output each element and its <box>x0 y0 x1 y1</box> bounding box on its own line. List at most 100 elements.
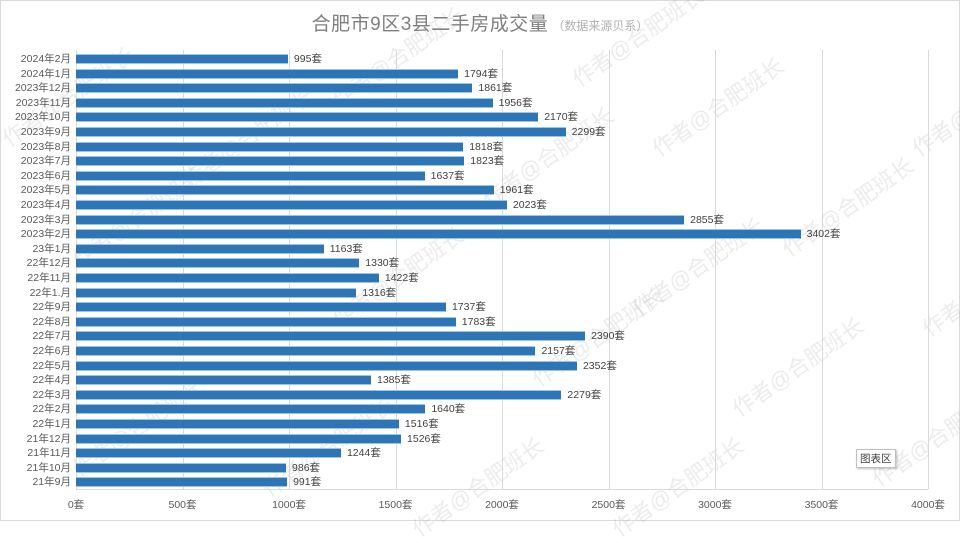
data-label: 2855套 <box>690 213 724 226</box>
category-label: 22年6月 <box>32 345 71 357</box>
data-label: 1316套 <box>362 286 397 299</box>
data-label: 986套 <box>292 461 321 474</box>
data-bar[interactable] <box>76 346 536 356</box>
data-bar[interactable] <box>76 200 507 210</box>
category-label: 22年4月 <box>32 374 71 387</box>
data-bar[interactable] <box>76 83 473 94</box>
category-label: 21年12月 <box>26 432 71 445</box>
category-label: 2023年4月 <box>20 199 71 211</box>
data-bar[interactable] <box>76 404 426 415</box>
data-bar[interactable] <box>76 331 586 342</box>
data-label: 2023套 <box>512 199 547 211</box>
category-label: 2023年8月 <box>20 140 71 153</box>
data-bar[interactable] <box>76 462 287 473</box>
data-bar[interactable] <box>76 302 446 313</box>
x-tick-label: 2000套 <box>485 499 519 511</box>
category-label: 22年7月 <box>32 330 71 343</box>
category-label: 2023年2月 <box>20 228 71 241</box>
category-label: 2023年7月 <box>20 155 71 168</box>
chart-title: 合肥市9区3县二手房成交量 <box>311 14 549 35</box>
data-label: 1961套 <box>499 184 534 197</box>
plot-area[interactable] <box>76 50 929 489</box>
data-label: 2352套 <box>582 359 617 372</box>
data-label: 2170套 <box>544 111 579 124</box>
chart-title-block: 合肥市9区3县二手房成交量 （数据来源贝系） <box>0 9 960 36</box>
category-label: 22年1.月 <box>29 286 71 299</box>
x-tick-label: 1000套 <box>272 499 306 511</box>
data-label: 1794套 <box>464 67 498 80</box>
x-axis-line <box>76 489 928 490</box>
data-label: 1330套 <box>365 257 400 270</box>
category-label: 22年12月 <box>26 257 71 270</box>
data-bar[interactable] <box>76 273 379 283</box>
category-label: 21年10月 <box>26 461 71 474</box>
data-bar[interactable] <box>76 68 459 79</box>
category-label: 22年5月 <box>32 359 71 372</box>
category-label: 22年3月 <box>32 388 71 401</box>
gridline <box>182 50 184 489</box>
data-bar[interactable] <box>76 54 288 64</box>
category-label: 22年8月 <box>32 315 71 328</box>
data-label: 1861套 <box>478 82 513 95</box>
data-bar[interactable] <box>76 419 399 429</box>
gridline <box>502 50 503 489</box>
category-label: 2023年5月 <box>20 184 71 197</box>
data-bar[interactable] <box>76 243 324 254</box>
data-label: 2299套 <box>571 126 606 138</box>
data-label: 2390套 <box>591 330 625 343</box>
data-bar[interactable] <box>76 229 801 240</box>
data-bar[interactable] <box>76 170 425 181</box>
gridline <box>76 50 77 489</box>
data-bar[interactable] <box>76 112 539 123</box>
data-bar[interactable] <box>76 316 456 327</box>
data-bar[interactable] <box>76 433 402 444</box>
data-label: 1823套 <box>470 155 505 168</box>
data-label: 1818套 <box>469 140 504 153</box>
category-label: 22年2月 <box>32 403 71 416</box>
data-bar[interactable] <box>76 448 341 459</box>
gridline <box>289 50 290 489</box>
category-label: 2023年10月 <box>14 111 71 124</box>
data-bar[interactable] <box>76 258 360 269</box>
x-tick-label: 2500套 <box>591 499 626 511</box>
category-label: 2024年1月 <box>20 67 71 80</box>
data-bar[interactable] <box>76 156 465 167</box>
data-bar[interactable] <box>76 389 562 400</box>
data-bar[interactable] <box>76 360 577 371</box>
data-label: 1640套 <box>431 403 466 416</box>
data-label: 1526套 <box>407 432 441 445</box>
category-label: 2023年11月 <box>15 96 71 109</box>
x-tick-label: 3000套 <box>698 499 732 511</box>
category-label: 23年1月 <box>32 242 71 255</box>
data-label: 1737套 <box>451 301 486 314</box>
category-label: 22年9月 <box>32 301 71 314</box>
data-label: 1385套 <box>377 374 411 387</box>
data-label: 1956套 <box>498 96 533 109</box>
data-bar[interactable] <box>76 287 357 298</box>
x-tick-label: 1500套 <box>378 499 413 511</box>
data-bar[interactable] <box>76 214 685 225</box>
x-tick-label: 500套 <box>168 499 197 511</box>
gridline <box>928 50 929 489</box>
category-label: 2023年6月 <box>20 169 71 182</box>
data-bar[interactable] <box>76 477 288 488</box>
category-label: 21年11月 <box>27 447 71 460</box>
data-label: 1244套 <box>346 447 381 460</box>
data-bar[interactable] <box>76 375 371 386</box>
category-label: 2024年2月 <box>20 53 71 65</box>
category-label: 21年9月 <box>32 476 71 489</box>
x-tick-label: 0套 <box>67 499 85 511</box>
data-label: 1163套 <box>329 242 363 255</box>
x-tick-label: 4000套 <box>911 499 945 511</box>
gridline <box>608 50 610 489</box>
gridline <box>821 50 823 489</box>
data-bar[interactable] <box>76 141 464 152</box>
x-tick-label: 3500套 <box>804 499 839 511</box>
data-bar[interactable] <box>76 97 493 108</box>
category-label: 2023年9月 <box>20 126 71 138</box>
data-label: 991套 <box>293 476 322 489</box>
data-bar[interactable] <box>76 185 494 196</box>
data-bar[interactable] <box>76 127 566 137</box>
category-label: 2023年12月 <box>14 82 71 95</box>
data-label: 1783套 <box>461 315 496 328</box>
